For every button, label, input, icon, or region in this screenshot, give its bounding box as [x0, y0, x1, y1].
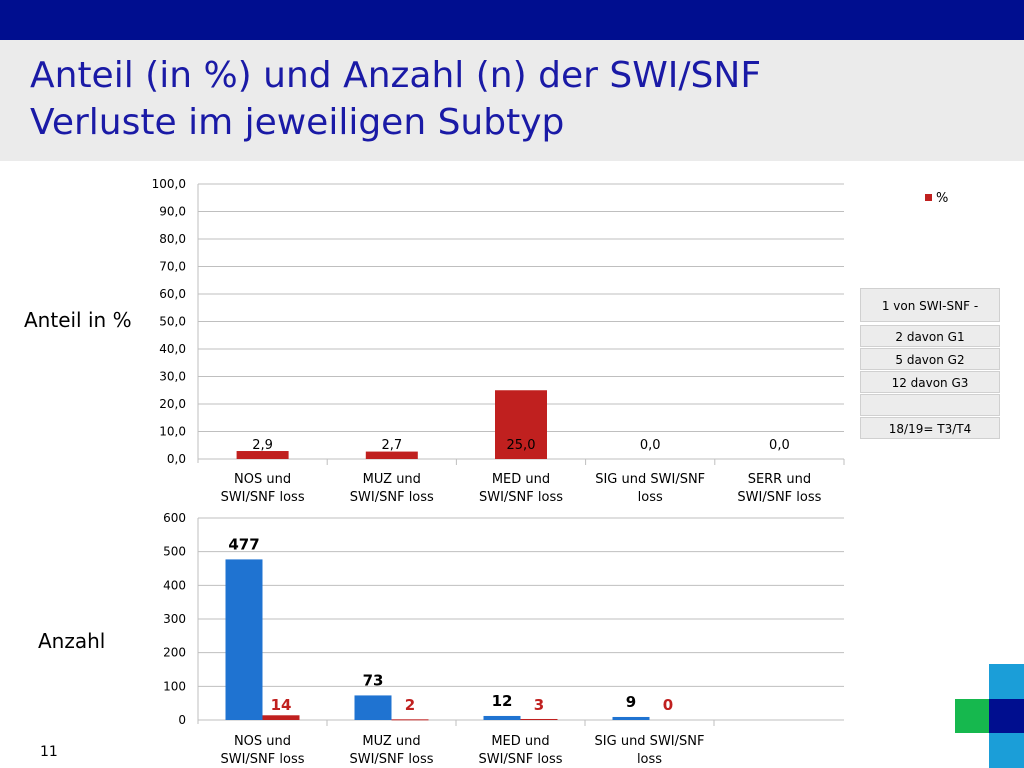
x-tick-label: SERR und — [748, 472, 811, 487]
deco-square-green — [955, 699, 989, 733]
y-tick-label: 80,0 — [159, 232, 186, 246]
y-tick-label: 600 — [163, 511, 186, 525]
y-tick-label: 300 — [163, 612, 186, 626]
data-label-blue: 12 — [492, 692, 513, 710]
bar-blue — [354, 695, 392, 720]
legend-label: % — [936, 191, 948, 206]
count-chart: 0 100 200 300 400 500 600 477 14 NOS und SWI/SNF l… — [163, 511, 844, 767]
info-box: 18/19= T3/T4 — [860, 417, 1000, 439]
bar-blue — [225, 559, 263, 720]
bar — [495, 390, 547, 459]
y-tick-label: 60,0 — [159, 287, 186, 301]
percent-chart: 0,0 10,0 20,0 30,0 40,0 50,0 60,0 70,0 80,0 90,0 1… — [152, 177, 949, 505]
y-tick-label: 20,0 — [159, 397, 186, 411]
x-tick-label: SWI/SNF loss — [479, 490, 563, 505]
label-anteil: Anteil in % — [24, 308, 132, 332]
y-tick-label: 0,0 — [167, 452, 186, 466]
y-tick-label: 40,0 — [159, 342, 186, 356]
x-tick-label: SIG und SWI/SNF — [595, 734, 705, 749]
bar-red — [520, 718, 558, 720]
data-label: 0,0 — [640, 438, 661, 453]
bar — [236, 451, 289, 459]
y-tick-label: 100,0 — [152, 177, 186, 191]
info-box: 1 von SWI-SNF - — [860, 288, 1000, 322]
y-tick-label: 0 — [178, 713, 186, 727]
x-tick-label: SIG und SWI/SNF — [595, 472, 705, 487]
x-tick-label: SWI/SNF loss — [220, 752, 304, 767]
deco-square-blue-1 — [989, 664, 1024, 699]
title-line-1: Anteil (in %) und Anzahl (n) der SWI/SNF — [30, 55, 762, 96]
info-box: 2 davon G1 — [860, 325, 1000, 347]
deco-square-blue-2 — [989, 733, 1024, 768]
top-bar — [0, 0, 1024, 40]
y-tick-label: 50,0 — [159, 315, 186, 329]
x-tick-label: loss — [638, 490, 663, 505]
x-tick-label: loss — [637, 752, 662, 767]
bar-red — [262, 715, 300, 720]
data-label-blue: 477 — [228, 535, 259, 553]
y-tick-label: 70,0 — [159, 260, 186, 274]
data-label-red: 0 — [663, 696, 673, 714]
title-line-2: Verluste im jeweiligen Subtyp — [30, 102, 565, 143]
bar-blue — [483, 715, 521, 720]
data-label-red: 3 — [534, 696, 544, 714]
data-label: 25,0 — [507, 438, 536, 453]
y-tick-label: 400 — [163, 578, 186, 592]
data-label-red: 14 — [271, 696, 292, 714]
x-tick-label: SWI/SNF loss — [737, 490, 821, 505]
x-tick-label: MED und — [491, 734, 549, 749]
bar-red — [391, 719, 429, 721]
page-number: 11 — [40, 744, 58, 760]
y-tick-label: 200 — [163, 646, 186, 660]
info-box: 5 davon G2 — [860, 348, 1000, 370]
title-box — [0, 40, 1024, 161]
x-tick-label: MUZ und — [362, 734, 420, 749]
data-label-red: 2 — [405, 696, 415, 714]
y-tick-label: 30,0 — [159, 370, 186, 384]
bar-blue — [612, 716, 650, 720]
data-label: 2,7 — [381, 438, 402, 453]
y-tick-label: 10,0 — [159, 425, 186, 439]
x-tick-label: NOS und — [234, 472, 291, 487]
data-label-blue: 9 — [626, 693, 636, 711]
y-tick-label: 100 — [163, 679, 186, 693]
data-label-blue: 73 — [363, 671, 384, 689]
legend-swatch — [925, 194, 932, 201]
slide-title: Anteil (in %) und Anzahl (n) der SWI/SNF… — [30, 52, 761, 146]
x-tick-label: NOS und — [234, 734, 291, 749]
info-box — [860, 394, 1000, 416]
label-anzahl: Anzahl — [38, 629, 106, 653]
x-tick-label: MUZ und — [363, 472, 421, 487]
x-tick-label: SWI/SNF loss — [221, 490, 305, 505]
y-tick-label: 90,0 — [159, 205, 186, 219]
bar — [365, 451, 418, 459]
deco-square-navy — [989, 699, 1024, 733]
y-tick-label: 500 — [163, 545, 186, 559]
info-box: 12 davon G3 — [860, 371, 1000, 393]
data-label: 0,0 — [769, 438, 790, 453]
x-tick-label: SWI/SNF loss — [478, 752, 562, 767]
x-tick-label: MED und — [492, 472, 550, 487]
x-tick-label: SWI/SNF loss — [350, 490, 434, 505]
data-label: 2,9 — [252, 438, 273, 453]
x-tick-label: SWI/SNF loss — [349, 752, 433, 767]
